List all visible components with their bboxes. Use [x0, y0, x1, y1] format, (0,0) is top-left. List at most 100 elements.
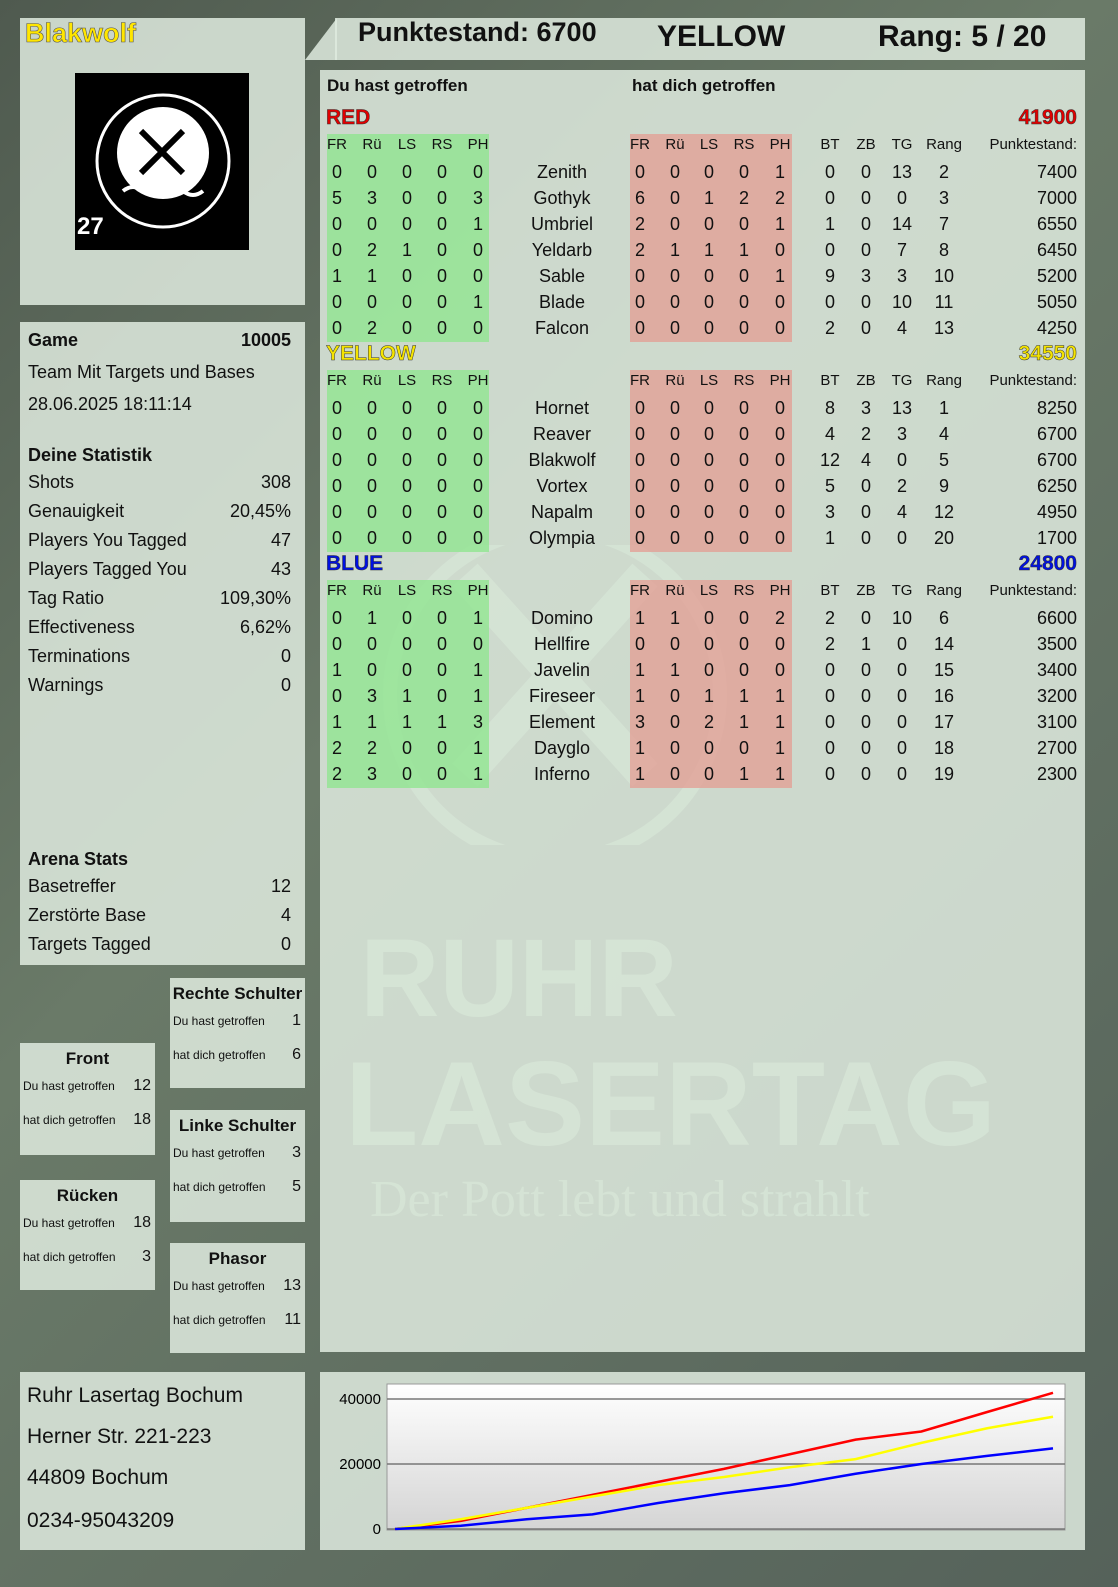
player-stat: 0: [472, 476, 484, 496]
player-row: 5 3 0 0 3 Gothyk 6 0 1 2 2 0 0 0 3 7000: [320, 186, 1085, 212]
player-stat: 1: [738, 764, 750, 784]
plot-area: [386, 1383, 1066, 1531]
player-stat: 1: [472, 764, 484, 784]
player-stat: 0: [401, 398, 413, 418]
player-stat: 0: [634, 398, 646, 418]
player-stat: 0: [436, 686, 448, 706]
player-stat: 0: [669, 162, 681, 182]
stat-value: 20,45%: [229, 501, 291, 521]
player-stat: 0: [436, 608, 448, 628]
player-row: 0 0 0 0 0 Napalm 0 0 0 0 0 3 0 4 12 4950: [320, 500, 1085, 526]
player-name: Fireseer: [528, 686, 596, 706]
player-stat: 13: [891, 162, 913, 182]
player-stat: 0: [738, 398, 750, 418]
player-stat: 0: [774, 292, 786, 312]
player-stat: 13: [933, 318, 955, 338]
stat-row: Players You Tagged 47: [28, 530, 291, 558]
player-stat: 0: [366, 660, 378, 680]
player-stat: 0: [703, 214, 715, 234]
player-row: 0 0 0 0 1 Blade 0 0 0 0 0 0 0 10 11 5050: [320, 290, 1085, 316]
player-stat: 3: [896, 424, 908, 444]
player-stat: 6: [634, 188, 646, 208]
stat-value: 308: [260, 472, 291, 492]
player-score: 7000: [1036, 188, 1077, 208]
player-stat: 3: [366, 188, 378, 208]
player-name: Vortex: [536, 476, 588, 496]
player-stat: 0: [366, 398, 378, 418]
col-header: ZB: [856, 582, 876, 599]
player-stat: 0: [401, 292, 413, 312]
player-stat: 8: [824, 398, 836, 418]
player-stat: 0: [366, 634, 378, 654]
col-header: Punktestand:: [989, 582, 1077, 599]
column-header-row: FR FR Rü Rü LS LS RS RS PH PH BT ZB TG Rang Punktestan…: [320, 134, 1085, 160]
player-stat: 0: [669, 214, 681, 234]
player-stat: 0: [860, 292, 872, 312]
player-stat: 0: [472, 634, 484, 654]
player-stat: 4: [860, 450, 872, 470]
player-stat: 0: [703, 162, 715, 182]
player-stat: 0: [774, 660, 786, 680]
player-stat: 1: [366, 608, 378, 628]
player-stat: 0: [401, 266, 413, 286]
player-stat: 0: [774, 476, 786, 496]
player-stat: 0: [774, 634, 786, 654]
player-stat: 0: [331, 608, 343, 628]
player-name: Inferno: [533, 764, 591, 784]
player-stat: 9: [938, 476, 950, 496]
player-stat: 1: [738, 240, 750, 260]
col-header: Rü: [362, 582, 382, 599]
player-stat: 0: [436, 214, 448, 234]
player-stat: 0: [331, 398, 343, 418]
col-header: TG: [891, 372, 913, 389]
player-stat: 0: [669, 318, 681, 338]
player-stat: 6: [938, 608, 950, 628]
arena-row: Zerstörte Base 4: [28, 905, 291, 933]
y-tick-label: 40000: [339, 1391, 381, 1408]
player-stat: 0: [774, 502, 786, 522]
player-stat: 0: [401, 660, 413, 680]
player-stat: 0: [703, 292, 715, 312]
player-stat: 3: [366, 686, 378, 706]
player-stat: 0: [896, 686, 908, 706]
zone-you-hit-label: Du hast getroffen: [23, 1216, 115, 1230]
player-stat: 0: [860, 214, 872, 234]
zone-hit-you-label: hat dich getroffen: [173, 1180, 266, 1194]
player-stat: 0: [436, 318, 448, 338]
you-hit-background: [327, 134, 489, 342]
player-stat: 1: [401, 240, 413, 260]
address-name: Ruhr Lasertag Bochum: [27, 1384, 243, 1407]
player-stat: 0: [669, 450, 681, 470]
player-stat: 0: [331, 240, 343, 260]
player-stat: 0: [331, 318, 343, 338]
hit-zone-linke-schulter: Linke Schulter Du hast getroffen 3 hat dich…: [170, 1110, 305, 1222]
header-bar-slant: [305, 18, 337, 60]
stat-value: 0: [280, 646, 291, 666]
player-stat: 0: [669, 424, 681, 444]
zone-you-hit-label: Du hast getroffen: [173, 1279, 265, 1293]
player-stat: 12: [819, 450, 841, 470]
player-stat: 0: [703, 528, 715, 548]
player-stat: 0: [738, 528, 750, 548]
player-name: Element: [528, 712, 596, 732]
player-stat: 0: [774, 424, 786, 444]
player-stat: 0: [860, 502, 872, 522]
player-stat: 1: [774, 738, 786, 758]
col-header: Rang: [926, 582, 962, 599]
player-stat: 0: [860, 162, 872, 182]
player-stat: 1: [738, 686, 750, 706]
player-name: Dayglo: [533, 738, 591, 758]
player-stat: 0: [824, 712, 836, 732]
player-number: 27: [77, 213, 104, 240]
player-stat: 0: [634, 528, 646, 548]
stats-panel: Game 10005 Team Mit Targets und Bases 28.…: [20, 322, 305, 965]
arena-value: 4: [280, 905, 291, 925]
player-stat: 3: [366, 764, 378, 784]
player-name: Blakwolf: [25, 18, 137, 49]
player-stat: 0: [860, 240, 872, 260]
player-stat: 0: [774, 318, 786, 338]
player-name: Hornet: [534, 398, 590, 418]
player-stat: 0: [738, 318, 750, 338]
player-stat: 1: [634, 738, 646, 758]
player-stat: 2: [331, 764, 343, 784]
